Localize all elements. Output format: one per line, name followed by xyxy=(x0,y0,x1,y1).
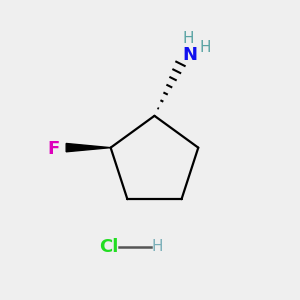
Text: F: F xyxy=(47,140,59,158)
Text: N: N xyxy=(183,46,198,64)
Text: H: H xyxy=(183,31,194,46)
Polygon shape xyxy=(66,143,111,152)
Text: H: H xyxy=(199,40,211,55)
Text: H: H xyxy=(152,239,163,254)
Text: Cl: Cl xyxy=(99,238,118,256)
